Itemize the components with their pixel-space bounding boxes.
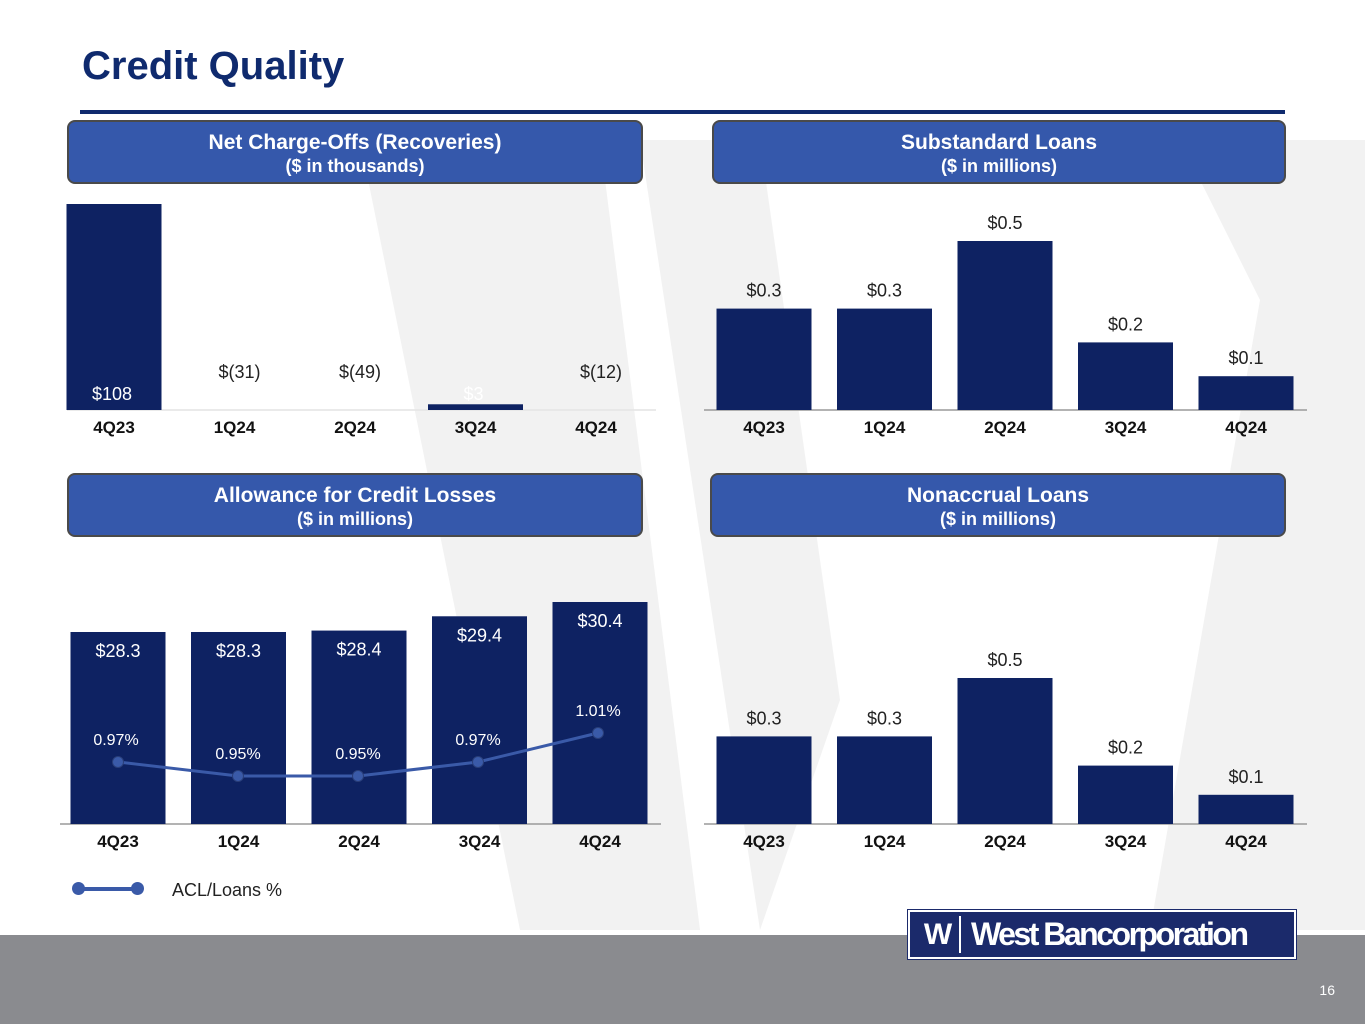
nonaccrual-header-subtitle: ($ in millions) [939, 509, 1056, 529]
x-tick-label: 2Q24 [338, 832, 380, 851]
data-label: $0.3 [746, 281, 781, 301]
acl-ratio-point [592, 727, 604, 739]
x-tick-label: 4Q23 [93, 418, 135, 437]
legend-marker-left [72, 882, 85, 895]
bar [191, 632, 286, 824]
acl-header: Allowance for Credit Losses ($ in millio… [67, 473, 643, 537]
bar [716, 308, 812, 410]
nco-header-subtitle: ($ in thousands) [285, 156, 425, 176]
bar [311, 630, 407, 824]
acl-ratio-label: 0.95% [215, 746, 260, 763]
bar [1078, 765, 1173, 824]
title-divider [80, 110, 1285, 114]
acl-header-title: Allowance for Credit Losses [213, 484, 497, 507]
acl-legend: ACL/Loans % [70, 876, 370, 902]
x-tick-label: 4Q24 [1225, 418, 1267, 437]
data-label: $0.1 [1228, 767, 1263, 787]
x-tick-label: 3Q24 [1105, 418, 1147, 437]
company-logo: W West Bancorporation [907, 909, 1297, 960]
acl-ratio-point [472, 756, 484, 768]
logo-text: West Bancorporation [971, 916, 1249, 952]
x-tick-label: 4Q23 [97, 832, 139, 851]
data-label: $(12) [580, 362, 622, 382]
data-label: $29.4 [457, 625, 502, 645]
x-tick-label: 3Q24 [455, 418, 497, 437]
data-label: $0.1 [1228, 348, 1263, 368]
x-tick-label: 1Q24 [218, 832, 260, 851]
data-label: $28.4 [336, 640, 381, 660]
x-tick-label: 1Q24 [864, 418, 906, 437]
bar [66, 204, 162, 410]
data-label: $(49) [339, 362, 381, 382]
bar [1198, 794, 1294, 824]
page-title: Credit Quality [82, 44, 345, 88]
x-tick-label: 1Q24 [214, 418, 256, 437]
acl-ratio-label: 0.97% [93, 732, 138, 749]
bar [70, 632, 166, 824]
acl-ratio-label: 0.97% [455, 732, 500, 749]
data-label: $30.4 [577, 611, 622, 631]
legend-line-swatch [78, 887, 138, 891]
nonaccrual-header-title: Nonaccrual Loans [906, 484, 1090, 507]
x-tick-label: 1Q24 [864, 832, 906, 851]
data-label: $3 [463, 384, 483, 404]
data-label: $0.2 [1108, 738, 1143, 758]
x-tick-label: 3Q24 [1105, 832, 1147, 851]
data-label: $28.3 [216, 641, 261, 661]
nonaccrual-header: Nonaccrual Loans ($ in millions) [710, 473, 1286, 537]
bar [716, 736, 812, 824]
logo-mark: W [915, 916, 961, 953]
nco-header: Net Charge-Offs (Recoveries) ($ in thous… [67, 120, 643, 184]
acl-ratio-point [232, 770, 244, 782]
data-label: $0.5 [987, 213, 1022, 233]
bar [957, 678, 1053, 824]
bar [837, 736, 932, 824]
data-label: $0.2 [1108, 314, 1143, 334]
x-tick-label: 4Q24 [1225, 832, 1267, 851]
legend-label: ACL/Loans % [172, 880, 283, 900]
bar [432, 616, 527, 824]
substandard-header: Substandard Loans ($ in millions) [712, 120, 1286, 184]
acl-header-subtitle: ($ in millions) [296, 509, 413, 529]
data-label: $(31) [218, 362, 260, 382]
data-label: $28.3 [95, 641, 140, 661]
acl-ratio-label: 1.01% [575, 703, 620, 720]
substandard-header-title: Substandard Loans [900, 131, 1098, 154]
bar [837, 308, 932, 410]
substandard-header-subtitle: ($ in millions) [940, 156, 1057, 176]
bar [1078, 342, 1173, 410]
bar [1198, 376, 1294, 410]
acl-ratio-point [112, 756, 124, 768]
acl-ratio-label: 0.95% [335, 746, 380, 763]
page-number: 16 [1319, 982, 1335, 998]
x-tick-label: 3Q24 [459, 832, 501, 851]
x-tick-label: 2Q24 [334, 418, 376, 437]
data-label: $0.3 [746, 708, 781, 728]
nco-header-title: Net Charge-Offs (Recoveries) [208, 131, 502, 154]
x-tick-label: 4Q24 [579, 832, 621, 851]
data-label: $0.5 [987, 650, 1022, 670]
x-tick-label: 4Q23 [743, 418, 785, 437]
acl-ratio-point [352, 770, 364, 782]
x-tick-label: 2Q24 [984, 418, 1026, 437]
bar [428, 404, 523, 410]
data-label: $0.3 [867, 708, 902, 728]
data-label: $0.3 [867, 281, 902, 301]
bar [957, 241, 1053, 410]
x-tick-label: 4Q23 [743, 832, 785, 851]
bar [552, 602, 648, 824]
data-label: $108 [92, 384, 132, 404]
x-tick-label: 4Q24 [575, 418, 617, 437]
x-tick-label: 2Q24 [984, 832, 1026, 851]
legend-marker-right [131, 882, 144, 895]
